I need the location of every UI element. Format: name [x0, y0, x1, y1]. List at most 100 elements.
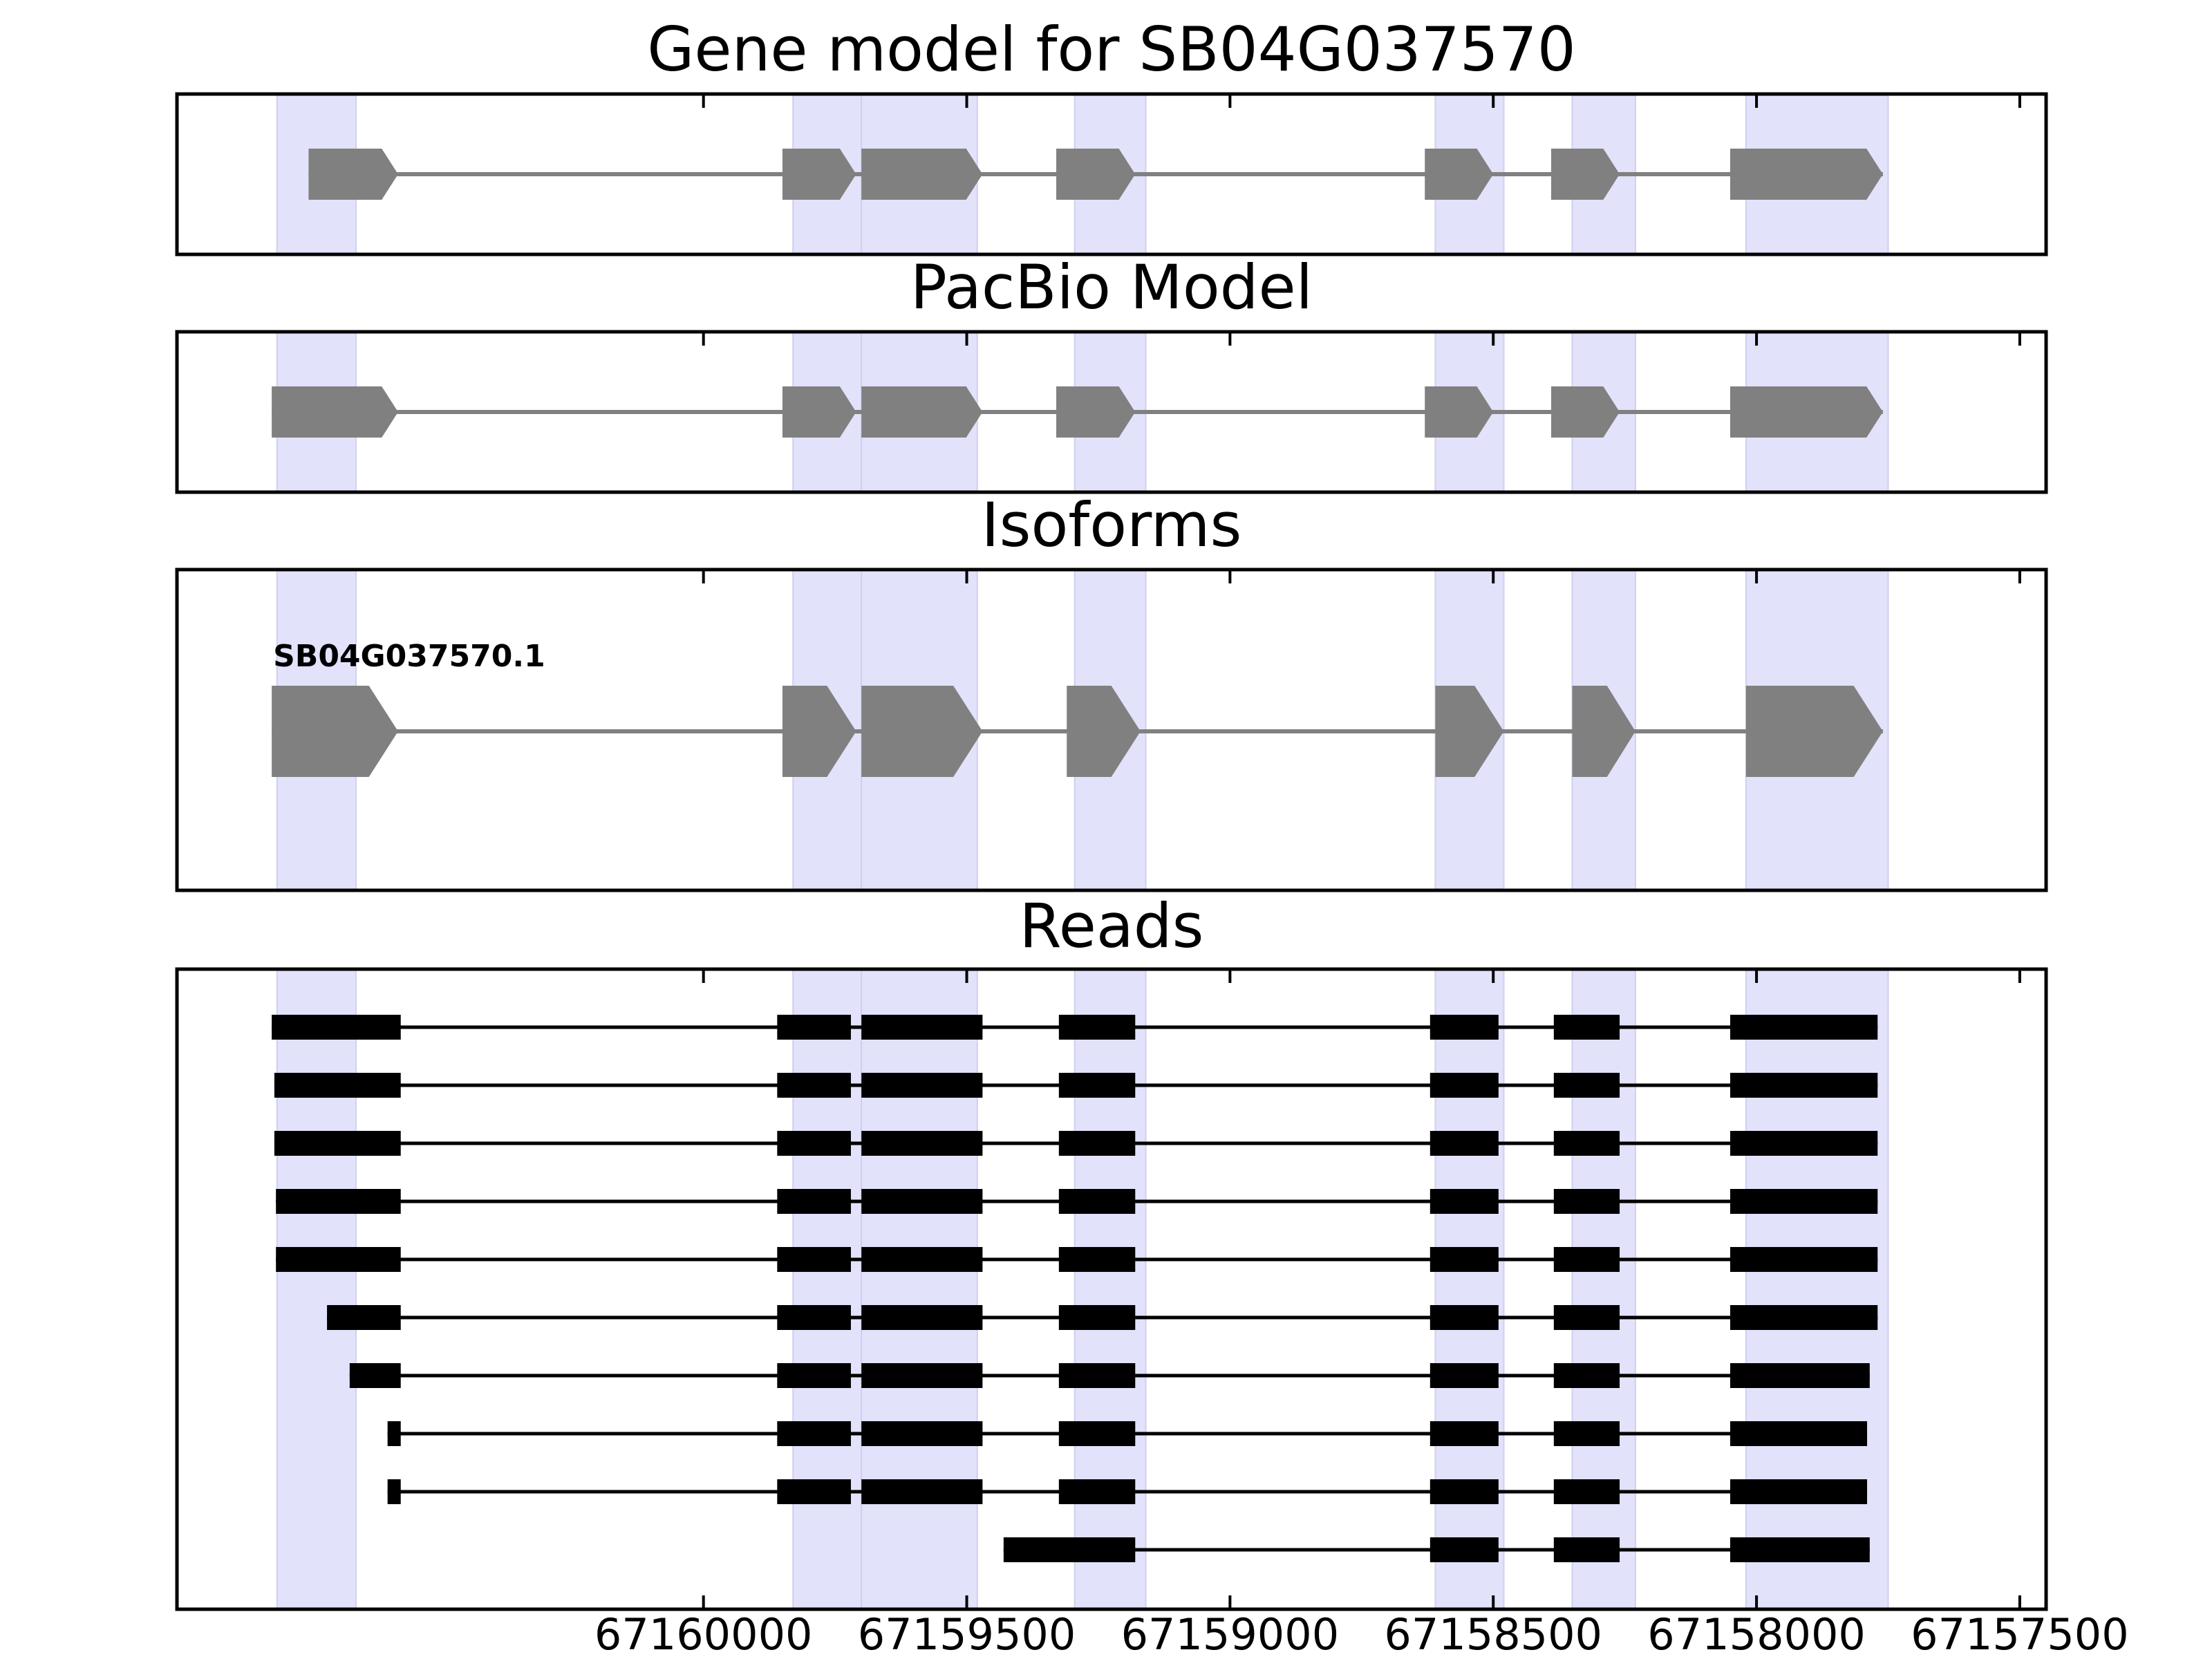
- exon-arrow: [308, 149, 398, 200]
- read-exon: [777, 1305, 851, 1330]
- exon-arrow: [1572, 686, 1635, 777]
- read-exon: [1058, 1305, 1136, 1330]
- read-exon: [1730, 1305, 1878, 1330]
- read-exon: [777, 1073, 851, 1098]
- exon-arrow: [1551, 386, 1620, 438]
- read-exon: [1058, 1015, 1136, 1040]
- read-exon: [1730, 1537, 1870, 1562]
- read-exon: [1553, 1073, 1620, 1098]
- read-exon: [1430, 1189, 1499, 1214]
- read-exon: [1430, 1247, 1499, 1272]
- panel-reads-3: Reads: [175, 890, 2048, 1611]
- read-exon: [1058, 1247, 1136, 1272]
- read-exon: [272, 1015, 401, 1040]
- read-track: [1003, 1537, 1870, 1562]
- read-exon: [387, 1421, 401, 1446]
- exon-arrow: [782, 149, 856, 200]
- read-exon: [1553, 1421, 1620, 1446]
- panel-title: PacBio Model: [910, 252, 1313, 323]
- read-exon: [777, 1247, 851, 1272]
- exon-arrow: [1745, 686, 1883, 777]
- exon-arrow: [272, 386, 398, 438]
- exon-highlight-band: [1745, 968, 1889, 1610]
- read-exon: [861, 1015, 983, 1040]
- exon-arrow: [1551, 149, 1620, 200]
- exon-arrow: [1425, 386, 1494, 438]
- read-track: [327, 1305, 1878, 1330]
- read-exon: [1430, 1305, 1499, 1330]
- read-exon: [276, 1247, 401, 1272]
- read-exon: [1553, 1305, 1620, 1330]
- gene-feature: [308, 149, 1883, 200]
- exon-arrow: [861, 149, 983, 200]
- panel-title: Reads: [1020, 890, 1204, 962]
- read-exon: [1430, 1421, 1499, 1446]
- read-exon: [274, 1073, 401, 1098]
- read-exon: [1430, 1073, 1499, 1098]
- read-exon: [861, 1421, 983, 1446]
- read-track: [276, 1189, 1878, 1214]
- x-tick-label: 67158000: [1647, 1609, 1866, 1659]
- read-exon: [387, 1479, 401, 1504]
- read-exon: [1058, 1537, 1136, 1562]
- read-exon: [1058, 1189, 1136, 1214]
- read-exon: [1553, 1015, 1620, 1040]
- read-exon: [777, 1015, 851, 1040]
- read-track: [349, 1363, 1870, 1388]
- read-exon: [1553, 1479, 1620, 1504]
- exon-highlight-band: [1571, 968, 1636, 1610]
- read-exon: [777, 1479, 851, 1504]
- read-exon: [1730, 1131, 1878, 1156]
- read-exon: [777, 1363, 851, 1388]
- read-exon: [1058, 1363, 1136, 1388]
- read-exon: [861, 1305, 983, 1330]
- gene-feature: [272, 386, 1883, 438]
- read-exon: [1730, 1015, 1878, 1040]
- x-tick-label: 67157500: [1911, 1609, 2129, 1659]
- read-exon: [1058, 1073, 1136, 1098]
- read-exon: [1430, 1015, 1499, 1040]
- exon-highlight-band: [1074, 968, 1147, 1610]
- read-exon: [1058, 1421, 1136, 1446]
- read-exon: [777, 1189, 851, 1214]
- read-exon: [1553, 1537, 1620, 1562]
- read-exon: [1003, 1537, 1070, 1562]
- read-exon: [1553, 1363, 1620, 1388]
- panel-frame: [175, 568, 2048, 892]
- x-tick-label: 67158500: [1384, 1609, 1602, 1659]
- read-exon: [777, 1131, 851, 1156]
- exon-highlight-band: [1434, 968, 1505, 1610]
- read-exon: [861, 1131, 983, 1156]
- read-exon: [274, 1131, 401, 1156]
- panel-title: Isoforms: [982, 489, 1242, 561]
- x-tick-label: 67160000: [594, 1609, 813, 1659]
- read-exon: [777, 1421, 851, 1446]
- read-exon: [1553, 1131, 1620, 1156]
- exon-arrow: [1435, 686, 1504, 777]
- x-tick-label: 67159500: [858, 1609, 1076, 1659]
- read-exon: [1058, 1131, 1136, 1156]
- read-track: [276, 1247, 1878, 1272]
- read-exon: [349, 1363, 401, 1388]
- read-exon: [861, 1363, 983, 1388]
- exon-arrow: [782, 686, 856, 777]
- panel-title: Gene model for SB04G037570: [647, 14, 1576, 85]
- read-exon: [276, 1189, 401, 1214]
- gene-feature: SB04G037570.1: [272, 639, 1883, 777]
- read-track: [387, 1421, 1868, 1446]
- panel-model-1: PacBio Model: [175, 252, 2048, 494]
- read-exon: [1730, 1363, 1870, 1388]
- exon-arrow: [1730, 386, 1883, 438]
- exon-arrow: [272, 686, 398, 777]
- exon-arrow: [1425, 149, 1494, 200]
- read-track: [387, 1479, 1868, 1504]
- exon-highlight-band: [861, 968, 978, 1610]
- read-exon: [1730, 1479, 1868, 1504]
- read-track: [274, 1131, 1878, 1156]
- panel-frame: [175, 330, 2048, 494]
- read-exon: [861, 1479, 983, 1504]
- panel-model-2: Isoforms SB04G037570.1: [175, 489, 2048, 892]
- read-exon: [1430, 1363, 1499, 1388]
- x-tick-label: 67159000: [1121, 1609, 1340, 1659]
